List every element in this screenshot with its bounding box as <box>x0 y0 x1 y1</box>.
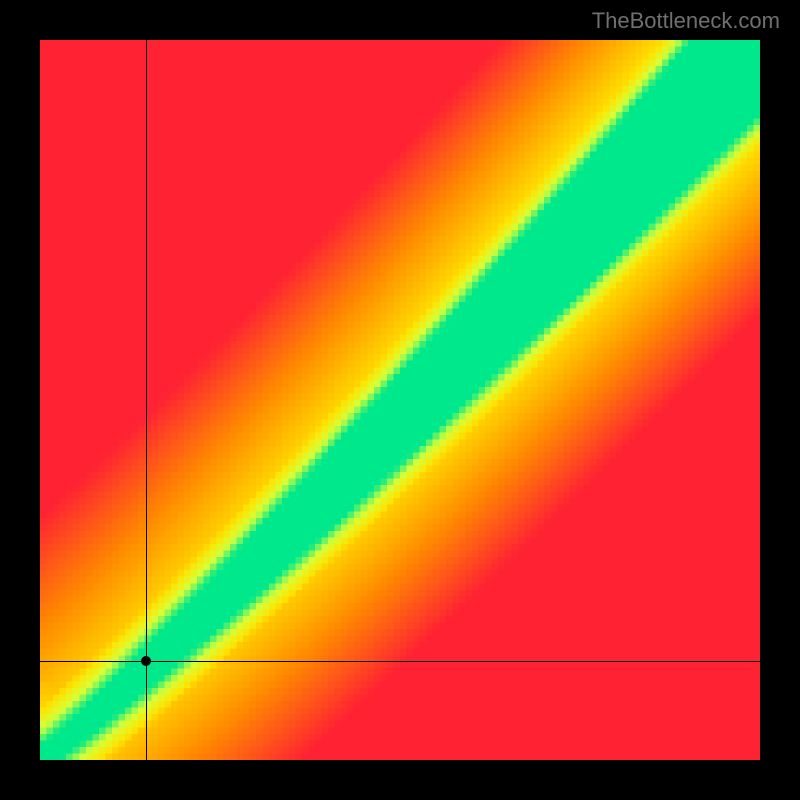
crosshair-vertical <box>146 40 147 760</box>
watermark-text: TheBottleneck.com <box>592 8 780 34</box>
heatmap-canvas <box>40 40 760 760</box>
heatmap-plot-area <box>40 40 760 760</box>
crosshair-marker-dot <box>141 656 151 666</box>
